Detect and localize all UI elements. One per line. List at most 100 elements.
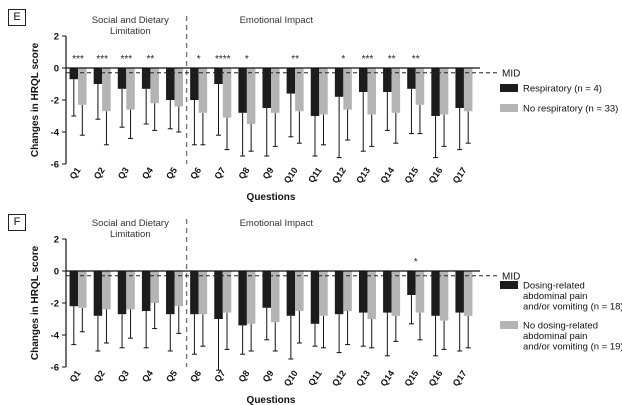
- bar-series-b: [463, 68, 473, 112]
- x-tick-label: Q6: [188, 165, 203, 181]
- panel-label-e: E: [8, 9, 26, 26]
- bar-series-a: [238, 68, 247, 113]
- section-label: Limitation: [110, 26, 151, 37]
- legend-label: and/or vomiting (n = 18): [523, 302, 622, 313]
- y-tick-label: -2: [51, 299, 59, 310]
- bar-series-a: [334, 271, 344, 315]
- bar-series-b: [198, 68, 208, 113]
- bar-series-a: [93, 68, 103, 84]
- legend-label: and/or vomiting (n = 19): [523, 342, 622, 353]
- x-tick-label: Q5: [164, 165, 179, 181]
- y-tick-label: 0: [54, 64, 59, 75]
- section-label: Emotional Impact: [240, 218, 314, 229]
- x-tick-label: Q12: [330, 165, 348, 185]
- section-label: Social and Dietary: [92, 15, 169, 26]
- y-tick-label: -6: [51, 363, 59, 374]
- y-tick-label: -4: [51, 331, 60, 342]
- bar-series-b: [391, 68, 401, 113]
- bar-series-a: [334, 68, 344, 97]
- x-tick-label: Q4: [140, 165, 155, 181]
- bar-series-b: [367, 68, 376, 115]
- bar-series-b: [415, 68, 425, 105]
- x-tick-label: Q9: [261, 368, 276, 384]
- legend-label: Respiratory (n = 4): [523, 84, 602, 95]
- bar-series-a: [141, 68, 151, 89]
- bar-series-b: [343, 271, 352, 311]
- bar-series-a: [407, 68, 416, 89]
- bar-series-a: [214, 271, 223, 319]
- significance-marker: ***: [96, 54, 108, 65]
- x-tick-label: Q3: [116, 165, 131, 181]
- chart-panel-f: 2 0 -2 -4 -6 Changes in HRQL score Social and …: [30, 218, 622, 405]
- chart-panel-e: 2 0 -2 -4 -6 Changes in HRQL score Social and …: [30, 15, 618, 203]
- bar-series-b: [246, 271, 256, 324]
- legend-swatch: [500, 281, 518, 289]
- y-axis-title: Changes in HRQL score: [30, 42, 41, 157]
- bar-series-b: [391, 271, 401, 316]
- bar-series-a: [431, 271, 440, 316]
- legend-swatch: [500, 321, 518, 329]
- bar-series-b: [126, 271, 135, 310]
- x-axis-title: Questions: [247, 192, 296, 203]
- x-tick-label: Q16: [427, 165, 445, 185]
- bar-series-a: [69, 68, 79, 80]
- significance-marker: *: [414, 257, 418, 268]
- x-tick-label: Q17: [451, 368, 469, 388]
- x-tick-label: Q1: [68, 165, 83, 181]
- section-label: Social and Dietary: [92, 218, 169, 229]
- mid-label: MID: [502, 68, 520, 79]
- bar-series-b: [102, 68, 111, 112]
- bar-series-b: [78, 271, 87, 308]
- bar-series-a: [141, 271, 151, 311]
- x-tick-label: Q2: [92, 368, 107, 384]
- legend-label: No respiratory (n = 33): [523, 104, 618, 115]
- bar-series-b: [222, 68, 232, 118]
- x-tick-label: Q13: [354, 368, 372, 388]
- bar-series-b: [415, 271, 425, 313]
- y-axis-title: Changes in HRQL score: [30, 245, 41, 360]
- legend-label: No dosing-related: [523, 321, 598, 332]
- x-tick-label: Q12: [330, 368, 348, 388]
- y-tick-label: 2: [54, 235, 59, 246]
- bar-series-a: [310, 271, 320, 324]
- x-tick-label: Q1: [68, 368, 83, 384]
- panel-label-f: F: [8, 214, 26, 231]
- significance-marker: ***: [72, 54, 84, 65]
- x-tick-label: Q15: [402, 368, 420, 388]
- significance-marker: *: [197, 54, 201, 65]
- bar-series-a: [117, 271, 127, 315]
- x-tick-label: Q16: [427, 368, 445, 388]
- x-tick-label: Q11: [306, 165, 324, 184]
- mid-label: MID: [502, 271, 520, 282]
- x-tick-label: Q9: [261, 165, 276, 181]
- x-tick-label: Q4: [140, 368, 155, 384]
- bar-series-b: [295, 68, 304, 112]
- x-tick-label: Q14: [378, 165, 396, 185]
- bar-series-a: [383, 68, 392, 92]
- significance-marker: **: [412, 54, 420, 65]
- significance-marker: **: [291, 54, 299, 65]
- bar-series-b: [439, 68, 449, 115]
- bar-series-a: [286, 68, 296, 94]
- bar-series-a: [358, 271, 368, 313]
- bar-series-b: [367, 271, 376, 319]
- bar-series-b: [150, 68, 159, 104]
- bar-series-b: [150, 271, 159, 303]
- bar-series-b: [271, 271, 280, 323]
- bar-series-a: [431, 68, 440, 116]
- bar-series-a: [383, 271, 392, 313]
- bar-series-a: [455, 68, 464, 108]
- significance-marker: *: [341, 54, 345, 65]
- bar-series-a: [117, 68, 127, 89]
- x-tick-label: Q7: [212, 165, 227, 181]
- bar-series-b: [174, 68, 184, 107]
- bar-series-a: [310, 68, 320, 116]
- x-tick-label: Q14: [378, 368, 396, 388]
- legend-label: abdominal pain: [523, 331, 587, 342]
- bar-series-b: [319, 271, 328, 316]
- bar-series-a: [455, 271, 464, 313]
- bar-series-a: [262, 68, 271, 108]
- x-tick-label: Q10: [282, 368, 300, 388]
- bar-series-a: [214, 68, 223, 84]
